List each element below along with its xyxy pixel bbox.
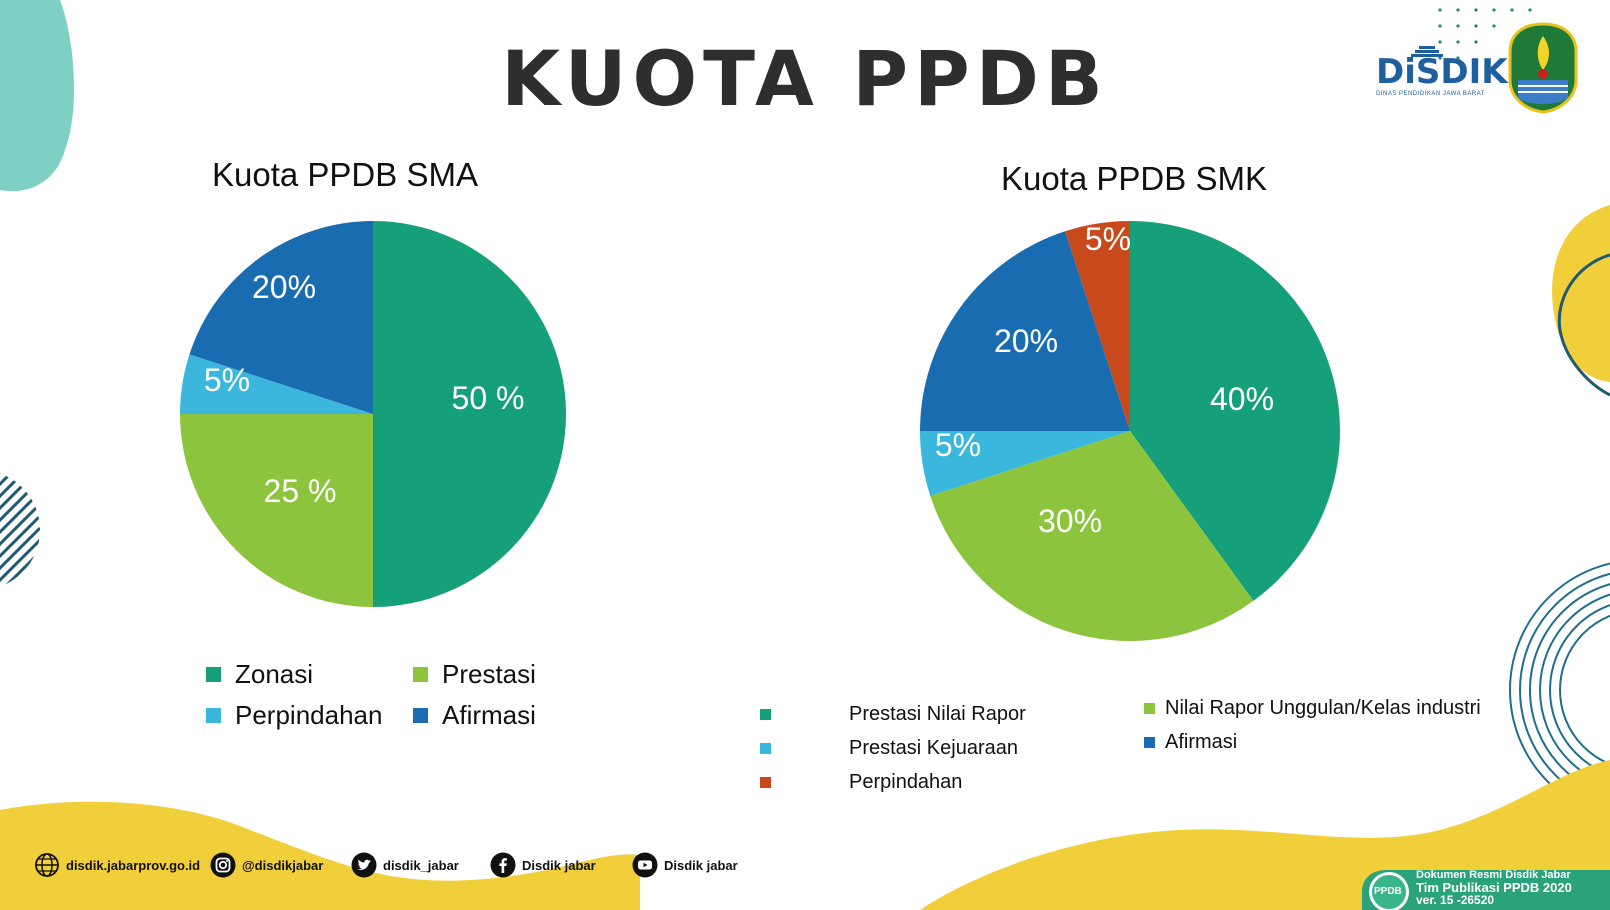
pie-slice-afirmasi xyxy=(920,231,1130,431)
badge-line: Tim Publikasi PPDB 2020 xyxy=(1416,880,1572,895)
legend-swatch xyxy=(413,667,428,682)
legend-swatch xyxy=(760,743,771,754)
footer-link-instagram[interactable]: @disdikjabar xyxy=(210,852,323,878)
legend-swatch xyxy=(206,667,221,682)
footer-link-text: disdik.jabarprov.go.id xyxy=(66,857,201,873)
pie-data-label: 50 % xyxy=(452,380,525,416)
footer-link-website[interactable]: disdik.jabarprov.go.id xyxy=(34,852,200,878)
pie-data-label: 30% xyxy=(1038,503,1102,539)
pie-slice-prestasi-nilai-rapor xyxy=(1130,221,1340,601)
smk-pie-chart: 40% 30% 5% 20% 5% xyxy=(920,221,1340,641)
legend-swatch xyxy=(206,708,221,723)
footer-link-facebook[interactable]: Disdik jabar xyxy=(490,852,596,878)
pie-data-label: 5% xyxy=(1085,221,1131,257)
instagram-icon xyxy=(210,852,236,878)
facebook-icon xyxy=(490,852,516,878)
pie-data-label: 40% xyxy=(1210,381,1274,417)
legend-swatch xyxy=(1144,737,1155,748)
legend-label: Afirmasi xyxy=(1165,731,1238,753)
sma-legend-item-prestasi: Prestasi xyxy=(413,659,536,690)
footer-link-text: Disdik jabar xyxy=(664,857,738,873)
twitter-icon xyxy=(351,852,377,878)
pie-slice-zonasi xyxy=(373,221,566,607)
disdik-logo-text: DiSDIK xyxy=(1376,52,1508,92)
smk-chart-title: Kuota PPDB SMK xyxy=(1001,160,1267,197)
legend-swatch xyxy=(760,777,771,788)
legend-swatch xyxy=(760,709,771,720)
pie-data-label: 5% xyxy=(935,427,981,463)
sma-legend-item-perpindahan: Perpindahan xyxy=(206,700,382,731)
pie-data-label: 5% xyxy=(204,362,250,398)
sma-chart-title: Kuota PPDB SMA xyxy=(212,156,478,193)
footer-link-youtube[interactable]: Disdik jabar xyxy=(632,852,738,878)
legend-label: Nilai Rapor Unggulan/Kelas industri xyxy=(1165,697,1481,719)
smk-legend-item-afirmasi: Afirmasi xyxy=(1144,731,1237,754)
youtube-icon xyxy=(632,852,658,878)
legend-label: Afirmasi xyxy=(442,700,536,730)
smk-legend-item-prestasi-nilai-rapor: Prestasi Nilai Rapor xyxy=(760,703,1026,726)
pie-slice-prestasi-kejuaraan xyxy=(920,431,1130,496)
legend-label: Perpindahan xyxy=(235,700,383,730)
pie-slice-prestasi xyxy=(180,414,373,607)
legend-label: Prestasi Kejuaraan xyxy=(849,737,1018,759)
badge-line: ver. 15 -26520 xyxy=(1416,893,1495,907)
ppdb-badge-logo: PPDB xyxy=(1374,886,1402,897)
pie-data-label: 20% xyxy=(252,269,316,305)
legend-label: Perpindahan xyxy=(849,771,963,793)
smk-legend-item-perpindahan: Perpindahan xyxy=(760,771,962,794)
sma-legend-item-afirmasi: Afirmasi xyxy=(413,700,536,731)
legend-label: Zonasi xyxy=(235,659,314,689)
pie-data-label: 25 % xyxy=(264,473,337,509)
badge-line: Dokumen Resmi Disdik Jabar xyxy=(1416,869,1571,881)
footer-link-twitter[interactable]: disdik_jabar xyxy=(351,852,459,878)
pie-slice-perpindahan xyxy=(180,354,373,414)
legend-swatch xyxy=(413,708,428,723)
document-badge xyxy=(1362,870,1610,910)
footer-link-text: Disdik jabar xyxy=(522,857,596,873)
globe-icon xyxy=(35,853,59,877)
footer-link-text: disdik_jabar xyxy=(383,857,459,873)
west-java-emblem-icon xyxy=(1508,22,1578,114)
pie-data-label: 20% xyxy=(994,323,1058,359)
legend-label: Prestasi Nilai Rapor xyxy=(849,703,1026,725)
pie-slice-perpindahan xyxy=(1065,221,1130,431)
legend-label: Prestasi xyxy=(442,659,536,689)
sma-legend-item-zonasi: Zonasi xyxy=(206,659,313,690)
disdik-logo-subtext: DINAS PENDIDIKAN JAWA BARAT xyxy=(1376,91,1485,97)
smk-legend-item-nilai-rapor-unggulan: Nilai Rapor Unggulan/Kelas industri xyxy=(1144,697,1481,720)
footer-link-text: @disdikjabar xyxy=(242,857,324,873)
badge-text: Dokumen Resmi Disdik Jabar Tim Publikasi… xyxy=(1416,869,1572,907)
pie-slice-afirmasi xyxy=(189,221,373,414)
disdik-logo-icon xyxy=(1411,46,1443,57)
pie-slice-nilai-rapor-unggulan-kelas-industri xyxy=(930,431,1254,641)
smk-legend-item-prestasi-kejuaraan: Prestasi Kejuaraan xyxy=(760,737,1018,760)
legend-swatch xyxy=(1144,703,1155,714)
sma-pie-chart: 50 % 25 % 5% 20% xyxy=(180,221,566,607)
page-title: KUOTA PPDB xyxy=(501,34,1109,123)
